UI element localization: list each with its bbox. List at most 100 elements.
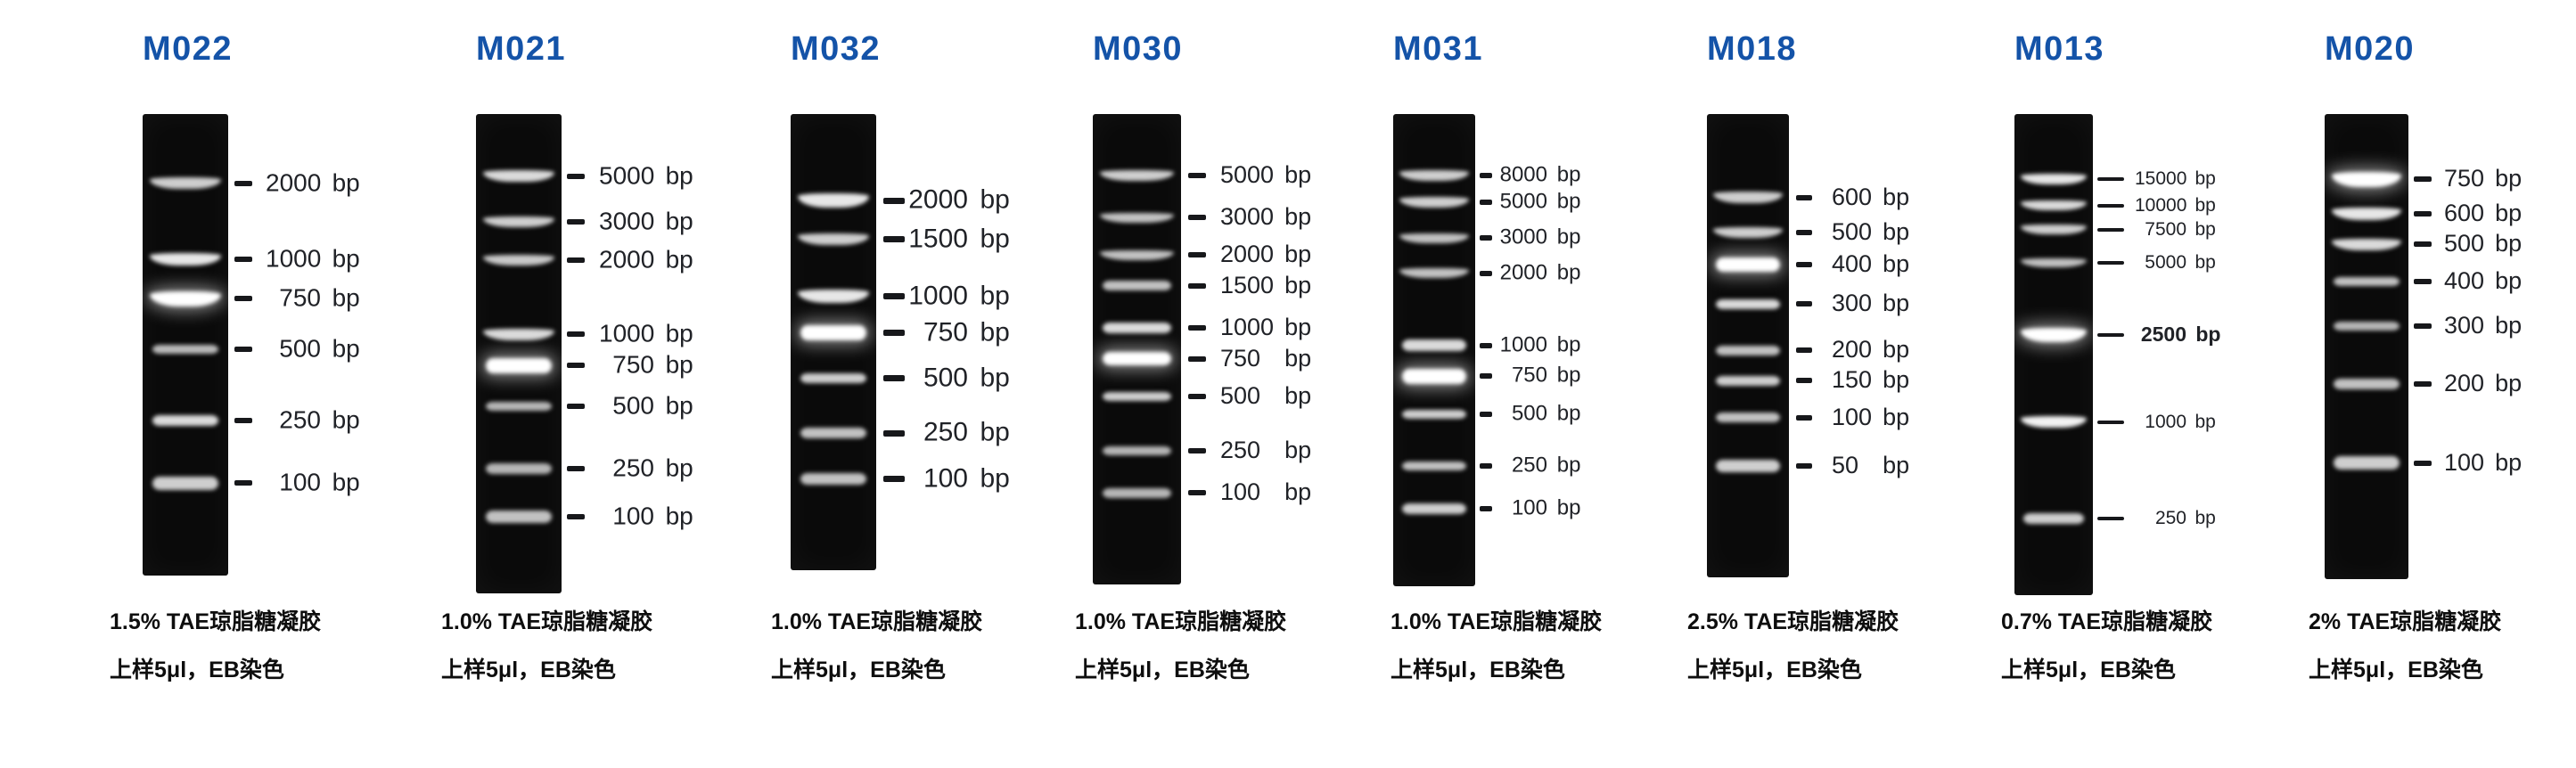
band-value: 250 [2154, 507, 2186, 528]
band-label-5000bp: 5000 bp [2135, 253, 2216, 272]
band-tick-200bp [2414, 380, 2432, 387]
lane-M020: M020 750 bp 600 bp 500 bp 400 bp 300 bp 200 bp 100 bp 2… [2253, 0, 2576, 768]
band-label-250bp: 250 bp [599, 453, 693, 482]
band-tick-250bp [1480, 462, 1492, 469]
band-unit: bp [980, 363, 1010, 393]
gel-image [1093, 114, 1181, 584]
gel-band-2000bp [1399, 268, 1469, 279]
band-value: 250 [923, 417, 968, 447]
band-value: 750 [2444, 165, 2485, 192]
caption-gel-type: 1.0% TAE琼脂糖凝胶 [1391, 609, 1603, 634]
gel-band-50bp [1716, 460, 1780, 473]
band-unit: bp [1284, 160, 1312, 188]
band-tick-250bp [2097, 516, 2124, 520]
band-value: 100 [923, 462, 968, 493]
gel-image [1707, 114, 1789, 577]
band-label-600bp: 600 bp [2444, 201, 2522, 225]
band-value: 1000 [1499, 332, 1547, 357]
band-value: 600 [1832, 183, 1873, 210]
gel-band-500bp [800, 373, 867, 384]
caption-gel-type: 0.7% TAE琼脂糖凝胶 [2001, 609, 2213, 634]
gel-band-8000bp [1399, 169, 1469, 181]
gel-image [2014, 114, 2093, 595]
band-tick-100bp [883, 476, 905, 483]
band-tick-500bp [234, 347, 252, 353]
band-tick-2000bp [234, 180, 252, 186]
gel-band-500bp [152, 345, 219, 355]
band-label-3000bp: 3000 bp [1499, 226, 1581, 249]
band-value: 150 [1832, 365, 1873, 393]
band-unit: bp [332, 334, 360, 363]
band-value: 2000 [1220, 241, 1275, 268]
caption-gel-type: 2% TAE琼脂糖凝胶 [2309, 609, 2502, 634]
band-label-2000bp: 2000 bp [1220, 242, 1311, 266]
band-value: 500 [1220, 381, 1261, 409]
band-tick-2000bp [1188, 252, 1206, 258]
band-value: 5000 [2145, 252, 2186, 274]
band-value: 100 [1511, 495, 1547, 520]
band-unit: bp [1284, 241, 1312, 268]
band-unit: bp [1556, 363, 1581, 388]
band-unit: bp [2495, 165, 2523, 192]
band-unit: bp [1556, 453, 1581, 478]
band-label-2000bp: 2000 bp [1499, 262, 1581, 283]
band-tick-3000bp [1480, 235, 1492, 241]
band-tick-250bp [1188, 447, 1206, 453]
band-tick-250bp [567, 466, 585, 472]
band-label-100bp: 100 bp [1220, 478, 1312, 505]
band-tick-750bp [567, 363, 585, 369]
band-unit: bp [1883, 452, 1910, 479]
band-tick-1000bp [567, 331, 585, 338]
gel-image [791, 114, 876, 570]
band-label-250bp: 250 bp [266, 405, 359, 434]
lane-title: M022 [143, 30, 234, 68]
band-label-400bp: 400 bp [1832, 251, 1909, 276]
gel-band-750bp [485, 357, 553, 373]
caption-gel-type: 1.0% TAE琼脂糖凝胶 [1075, 609, 1287, 634]
lane-title: M020 [2325, 30, 2416, 68]
gel-image [2325, 114, 2408, 579]
band-tick-600bp [2414, 211, 2432, 217]
gel-band-300bp [1716, 298, 1780, 309]
caption-gel-type: 1.0% TAE琼脂糖凝胶 [771, 609, 983, 634]
band-unit: bp [1284, 203, 1312, 231]
band-unit: bp [1883, 365, 1910, 393]
band-label-200bp: 200 bp [2444, 369, 2523, 396]
band-unit: bp [1556, 260, 1581, 285]
band-unit: bp [2495, 266, 2523, 294]
band-unit: bp [332, 468, 360, 496]
band-unit: bp [1284, 478, 1312, 505]
band-unit: bp [1883, 217, 1910, 245]
band-tick-1000bp [1480, 342, 1492, 348]
band-label-1500bp: 1500 bp [1220, 273, 1311, 298]
band-unit: bp [2495, 369, 2523, 396]
band-unit: bp [1556, 495, 1581, 520]
band-unit: bp [2195, 194, 2216, 216]
band-label-500bp: 500 bp [2444, 232, 2522, 256]
band-unit: bp [665, 350, 693, 379]
band-label-1000bp: 1000 bp [599, 321, 693, 347]
band-value: 500 [1832, 217, 1873, 245]
band-value: 250 [612, 453, 654, 482]
band-label-500bp: 500 bp [908, 364, 1010, 391]
band-unit: bp [980, 281, 1010, 311]
band-unit: bp [665, 502, 693, 530]
band-unit: bp [2195, 507, 2216, 528]
band-value: 100 [279, 468, 321, 496]
band-unit: bp [1284, 344, 1312, 372]
band-value: 250 [279, 405, 321, 434]
band-label-200bp: 200 bp [1832, 338, 1909, 362]
band-tick-5000bp [1188, 172, 1206, 178]
lane-title: M021 [476, 30, 567, 68]
band-value: 750 [612, 350, 654, 379]
band-value: 50 [1832, 452, 1859, 479]
band-label-3000bp: 3000 bp [1220, 205, 1311, 229]
band-tick-1500bp [1188, 282, 1206, 289]
band-unit: bp [1284, 381, 1312, 409]
lane-title: M018 [1707, 30, 1798, 68]
band-tick-500bp [567, 404, 585, 410]
caption-gel-type: 1.0% TAE琼脂糖凝胶 [441, 609, 653, 634]
band-label-2000bp: 2000 bp [599, 247, 693, 273]
band-value: 2500 [2140, 323, 2186, 347]
band-value: 5000 [1499, 189, 1547, 214]
